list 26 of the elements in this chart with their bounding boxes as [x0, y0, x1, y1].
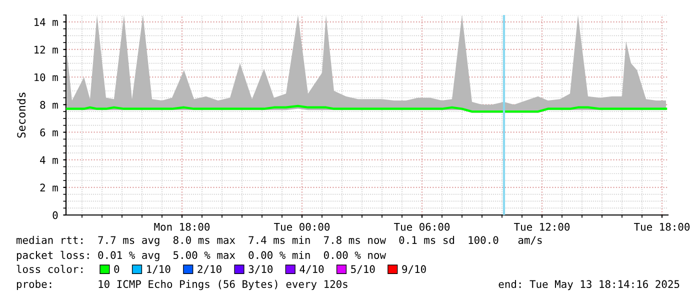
legend-label: 3/10 [248, 265, 273, 274]
x-tick-label: Tue 18:00 [634, 222, 690, 231]
text: end: Tue May 13 18:14:16 2025 [498, 280, 680, 290]
legend-label: 0 [114, 265, 120, 274]
legend-label: 1/10 [147, 265, 170, 274]
y-tick-label: 2 m [40, 184, 58, 192]
y-axis-title: Seconds [16, 92, 26, 138]
text: packet loss: 0.01 % avg 5.00 % max 0.00 % min 0.00 % now [16, 250, 386, 262]
legend-label: 2/10 [198, 265, 222, 274]
y-tick-label: 8 m [40, 100, 58, 109]
legend-label: 9/10 [402, 265, 426, 274]
x-tick-label: Mon 18:00 [154, 222, 210, 231]
y-tick-label: 0 [52, 211, 58, 220]
text: probe: 10 ICMP Echo Pings (56 Bytes) every 120s [16, 280, 348, 290]
y-tick-label: 10 m [34, 73, 58, 82]
text: loss color: [16, 264, 82, 274]
y-tick-label: 6 m [40, 128, 58, 136]
y-tick-label: 4 m [40, 156, 58, 164]
text: median rtt: 7.7 ms avg 8.0 ms max 7.4 ms min 7.8 ms now 0.1 ms sd 100.0 am/s [16, 236, 542, 246]
y-tick-label: 14 m [34, 18, 58, 26]
legend-label: 5/10 [351, 265, 375, 274]
x-tick-label: Tue 12:00 [514, 222, 570, 231]
x-tick-label: Tue 06:00 [394, 222, 450, 231]
x-tick-label: Tue 00:00 [274, 222, 330, 231]
legend-label: 4/10 [300, 265, 324, 274]
y-tick-label: 12 m [34, 46, 58, 54]
